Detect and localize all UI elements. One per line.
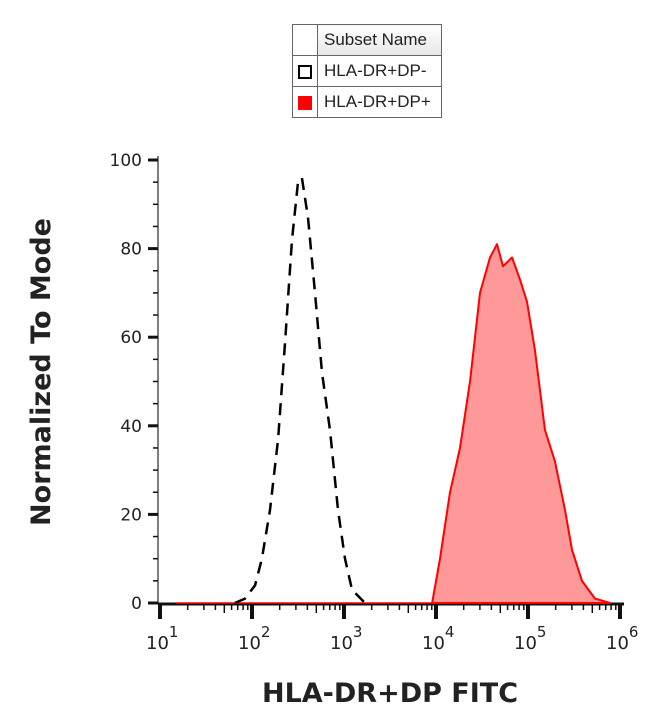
x-tick-label: 103 — [330, 623, 362, 654]
legend-label: HLA-DR+DP- — [317, 55, 442, 87]
filled-swatch-icon — [298, 95, 312, 110]
x-tick-label: 102 — [238, 623, 270, 654]
legend-label: HLA-DR+DP+ — [317, 86, 442, 118]
y-tick-label: 40 — [120, 417, 142, 437]
outline-swatch-icon — [298, 64, 312, 79]
y-tick-label: 80 — [120, 240, 142, 260]
series-line-negative — [234, 174, 366, 605]
x-tick-label: 106 — [606, 623, 638, 654]
x-tick-label: 104 — [422, 623, 454, 654]
y-tick-label: 60 — [120, 328, 142, 348]
legend-entry: HLA-DR+DP+ — [292, 86, 442, 118]
legend: Subset Name HLA-DR+DP- HLA-DR+DP+ — [292, 24, 442, 118]
x-tick-label: 105 — [514, 623, 546, 654]
legend-entry: HLA-DR+DP- — [292, 55, 442, 87]
y-tick-label: 20 — [120, 505, 142, 525]
x-tick-label: 101 — [146, 623, 178, 654]
y-axis-label: Normalized To Mode — [26, 218, 57, 526]
y-tick-label: 0 — [131, 594, 142, 614]
x-axis-label: HLA-DR+DP FITC — [262, 678, 518, 709]
y-tick-label: 100 — [110, 151, 142, 171]
legend-header: Subset Name — [317, 24, 442, 56]
series-area-positive — [431, 243, 611, 604]
